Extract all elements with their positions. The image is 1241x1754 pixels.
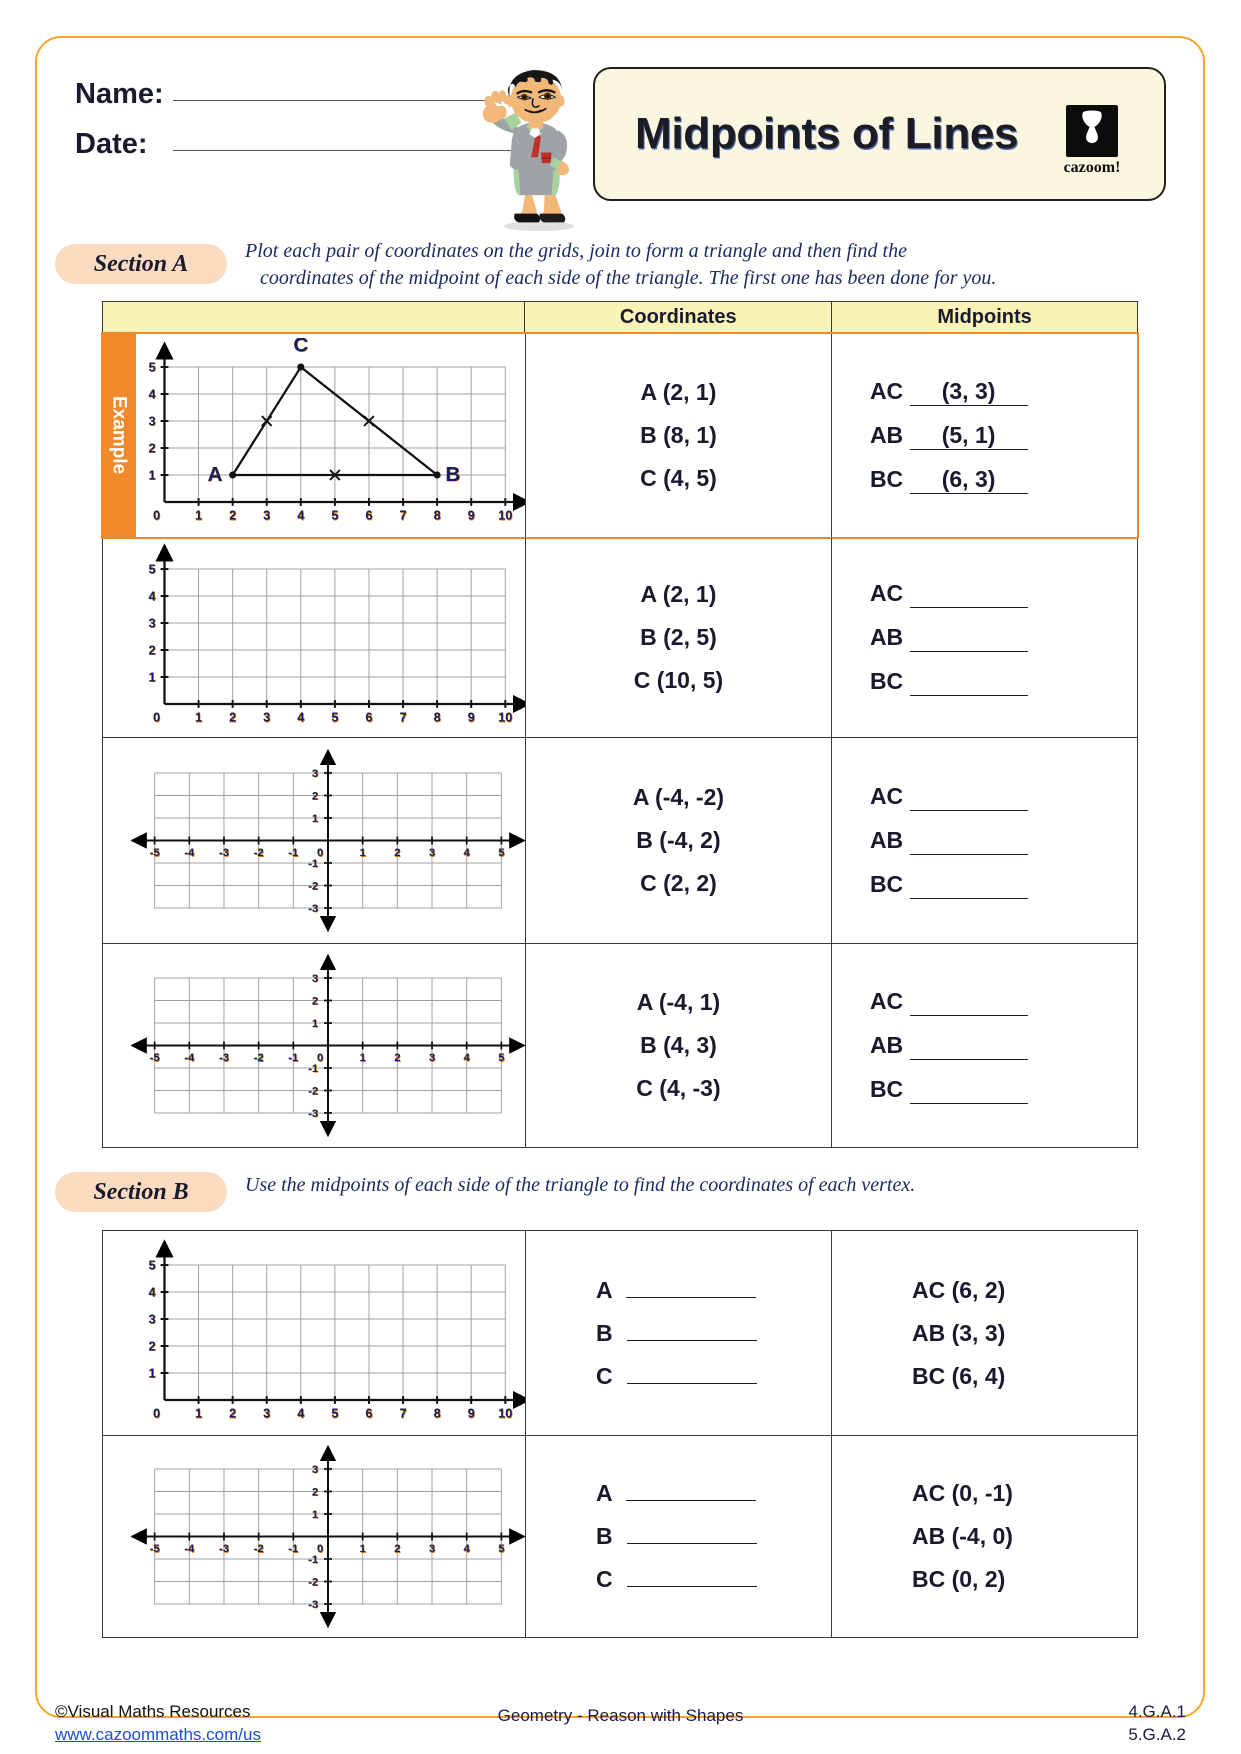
svg-text:-3: -3 (219, 847, 229, 859)
svg-text:-3: -3 (308, 1108, 318, 1120)
svg-text:3: 3 (263, 710, 270, 725)
svg-text:4: 4 (149, 588, 157, 603)
svg-text:2: 2 (394, 847, 400, 859)
svg-text:3: 3 (149, 413, 156, 428)
svg-text:9: 9 (468, 1405, 475, 1420)
svg-text:2: 2 (149, 1338, 156, 1353)
svg-text:2: 2 (394, 1543, 400, 1555)
svg-text:2: 2 (312, 790, 318, 802)
svg-text:-1: -1 (308, 858, 318, 870)
svg-text:2: 2 (229, 1405, 236, 1420)
svg-text:8: 8 (434, 508, 441, 523)
svg-text:-2: -2 (254, 1052, 264, 1064)
svg-text:-2: -2 (308, 1085, 318, 1097)
svg-text:2: 2 (149, 440, 156, 455)
svg-text:1: 1 (312, 813, 318, 825)
svg-text:1: 1 (149, 467, 156, 482)
svg-text:4: 4 (297, 710, 305, 725)
svg-text:6: 6 (365, 710, 372, 725)
svg-text:10: 10 (498, 710, 512, 725)
svg-text:-3: -3 (219, 1052, 229, 1064)
svg-text:-4: -4 (184, 847, 195, 859)
svg-text:3: 3 (429, 1052, 435, 1064)
svg-text:1: 1 (360, 847, 366, 859)
svg-text:5: 5 (149, 359, 156, 374)
svg-text:-2: -2 (254, 1543, 264, 1555)
svg-text:4: 4 (464, 847, 471, 859)
svg-text:-1: -1 (288, 1543, 298, 1555)
svg-text:3: 3 (429, 1543, 435, 1555)
svg-text:-4: -4 (184, 1543, 195, 1555)
svg-text:-3: -3 (308, 903, 318, 915)
svg-text:9: 9 (468, 508, 475, 523)
svg-text:3: 3 (312, 1464, 318, 1476)
svg-text:2: 2 (312, 995, 318, 1007)
svg-text:2: 2 (229, 508, 236, 523)
svg-text:3: 3 (312, 768, 318, 780)
svg-text:8: 8 (434, 1405, 441, 1420)
svg-text:7: 7 (399, 508, 406, 523)
svg-text:5: 5 (149, 1257, 156, 1272)
svg-text:4: 4 (464, 1543, 471, 1555)
svg-text:1: 1 (195, 710, 202, 725)
svg-text:-5: -5 (150, 847, 160, 859)
svg-text:-2: -2 (308, 880, 318, 892)
svg-text:6: 6 (365, 1405, 372, 1420)
svg-text:3: 3 (263, 1405, 270, 1420)
svg-text:4: 4 (149, 386, 157, 401)
svg-text:-5: -5 (150, 1052, 160, 1064)
svg-text:4: 4 (297, 1405, 305, 1420)
svg-text:1: 1 (195, 508, 202, 523)
svg-text:0: 0 (153, 710, 160, 725)
svg-text:B: B (445, 463, 460, 486)
svg-text:-3: -3 (308, 1599, 318, 1611)
svg-text:1: 1 (195, 1405, 202, 1420)
svg-text:-1: -1 (288, 847, 298, 859)
svg-text:-3: -3 (219, 1543, 229, 1555)
svg-text:-1: -1 (308, 1554, 318, 1566)
svg-text:8: 8 (434, 710, 441, 725)
svg-text:2: 2 (149, 642, 156, 657)
svg-text:0: 0 (153, 1405, 160, 1420)
svg-text:3: 3 (149, 1311, 156, 1326)
svg-text:0: 0 (153, 508, 160, 523)
svg-text:5: 5 (331, 508, 338, 523)
svg-text:3: 3 (149, 615, 156, 630)
svg-text:7: 7 (399, 1405, 406, 1420)
svg-text:3: 3 (263, 508, 270, 523)
svg-text:10: 10 (498, 1405, 512, 1420)
svg-text:1: 1 (149, 1365, 156, 1380)
svg-text:6: 6 (365, 508, 372, 523)
svg-text:5: 5 (331, 710, 338, 725)
svg-text:3: 3 (312, 973, 318, 985)
svg-text:-4: -4 (184, 1052, 195, 1064)
svg-text:-5: -5 (150, 1543, 160, 1555)
svg-text:9: 9 (468, 710, 475, 725)
svg-text:C: C (293, 338, 308, 356)
svg-text:-1: -1 (288, 1052, 298, 1064)
svg-text:5: 5 (498, 847, 504, 859)
svg-text:2: 2 (229, 710, 236, 725)
svg-text:3: 3 (429, 847, 435, 859)
svg-text:10: 10 (498, 508, 512, 523)
svg-text:-1: -1 (308, 1063, 318, 1075)
svg-text:-2: -2 (308, 1576, 318, 1588)
svg-text:2: 2 (394, 1052, 400, 1064)
svg-text:1: 1 (360, 1052, 366, 1064)
svg-text:-2: -2 (254, 847, 264, 859)
svg-text:A: A (207, 463, 222, 486)
svg-text:5: 5 (498, 1543, 504, 1555)
svg-text:4: 4 (297, 508, 305, 523)
svg-text:4: 4 (149, 1284, 157, 1299)
svg-text:2: 2 (312, 1486, 318, 1498)
svg-text:1: 1 (149, 669, 156, 684)
svg-text:5: 5 (498, 1052, 504, 1064)
svg-text:1: 1 (312, 1509, 318, 1521)
svg-text:5: 5 (331, 1405, 338, 1420)
svg-text:5: 5 (149, 561, 156, 576)
svg-text:1: 1 (312, 1018, 318, 1030)
svg-text:1: 1 (360, 1543, 366, 1555)
svg-text:7: 7 (399, 710, 406, 725)
svg-text:4: 4 (464, 1052, 471, 1064)
